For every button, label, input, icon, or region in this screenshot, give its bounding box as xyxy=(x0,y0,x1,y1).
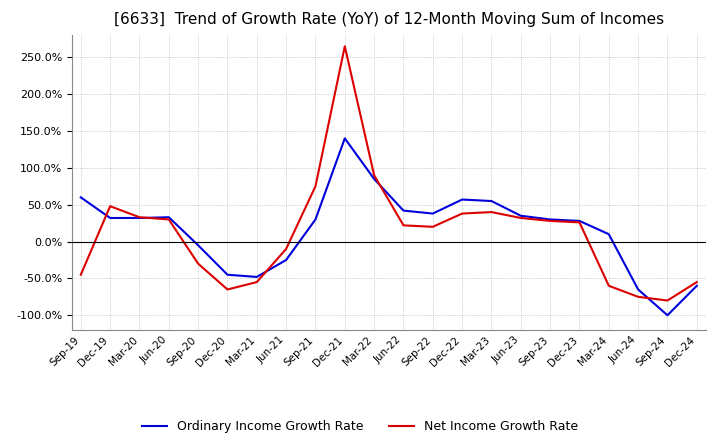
Ordinary Income Growth Rate xyxy=(428,211,437,216)
Net Income Growth Rate xyxy=(458,211,467,216)
Net Income Growth Rate xyxy=(76,272,85,277)
Legend: Ordinary Income Growth Rate, Net Income Growth Rate: Ordinary Income Growth Rate, Net Income … xyxy=(138,415,582,438)
Ordinary Income Growth Rate xyxy=(634,287,642,292)
Net Income Growth Rate xyxy=(487,209,496,215)
Ordinary Income Growth Rate xyxy=(605,231,613,237)
Net Income Growth Rate xyxy=(311,183,320,189)
Ordinary Income Growth Rate xyxy=(223,272,232,277)
Ordinary Income Growth Rate xyxy=(693,283,701,289)
Ordinary Income Growth Rate xyxy=(516,213,525,218)
Net Income Growth Rate xyxy=(135,215,144,220)
Net Income Growth Rate xyxy=(428,224,437,230)
Ordinary Income Growth Rate xyxy=(135,215,144,220)
Net Income Growth Rate xyxy=(164,217,173,222)
Ordinary Income Growth Rate xyxy=(106,215,114,220)
Ordinary Income Growth Rate xyxy=(546,217,554,222)
Net Income Growth Rate xyxy=(546,218,554,224)
Line: Net Income Growth Rate: Net Income Growth Rate xyxy=(81,46,697,301)
Ordinary Income Growth Rate xyxy=(194,242,202,248)
Net Income Growth Rate xyxy=(605,283,613,289)
Ordinary Income Growth Rate xyxy=(282,257,290,263)
Ordinary Income Growth Rate xyxy=(341,136,349,141)
Net Income Growth Rate xyxy=(194,261,202,266)
Ordinary Income Growth Rate xyxy=(253,274,261,279)
Ordinary Income Growth Rate xyxy=(399,208,408,213)
Ordinary Income Growth Rate xyxy=(370,176,379,182)
Ordinary Income Growth Rate xyxy=(164,215,173,220)
Ordinary Income Growth Rate xyxy=(487,198,496,204)
Ordinary Income Growth Rate xyxy=(76,194,85,200)
Net Income Growth Rate xyxy=(663,298,672,303)
Title: [6633]  Trend of Growth Rate (YoY) of 12-Month Moving Sum of Incomes: [6633] Trend of Growth Rate (YoY) of 12-… xyxy=(114,12,664,27)
Net Income Growth Rate xyxy=(253,279,261,285)
Net Income Growth Rate xyxy=(106,204,114,209)
Net Income Growth Rate xyxy=(399,223,408,228)
Ordinary Income Growth Rate xyxy=(311,217,320,222)
Net Income Growth Rate xyxy=(223,287,232,292)
Ordinary Income Growth Rate xyxy=(458,197,467,202)
Net Income Growth Rate xyxy=(370,172,379,178)
Ordinary Income Growth Rate xyxy=(663,312,672,318)
Net Income Growth Rate xyxy=(693,279,701,285)
Net Income Growth Rate xyxy=(516,215,525,220)
Net Income Growth Rate xyxy=(282,246,290,252)
Net Income Growth Rate xyxy=(575,220,584,225)
Ordinary Income Growth Rate xyxy=(575,218,584,224)
Net Income Growth Rate xyxy=(341,44,349,49)
Line: Ordinary Income Growth Rate: Ordinary Income Growth Rate xyxy=(81,138,697,315)
Net Income Growth Rate xyxy=(634,294,642,300)
